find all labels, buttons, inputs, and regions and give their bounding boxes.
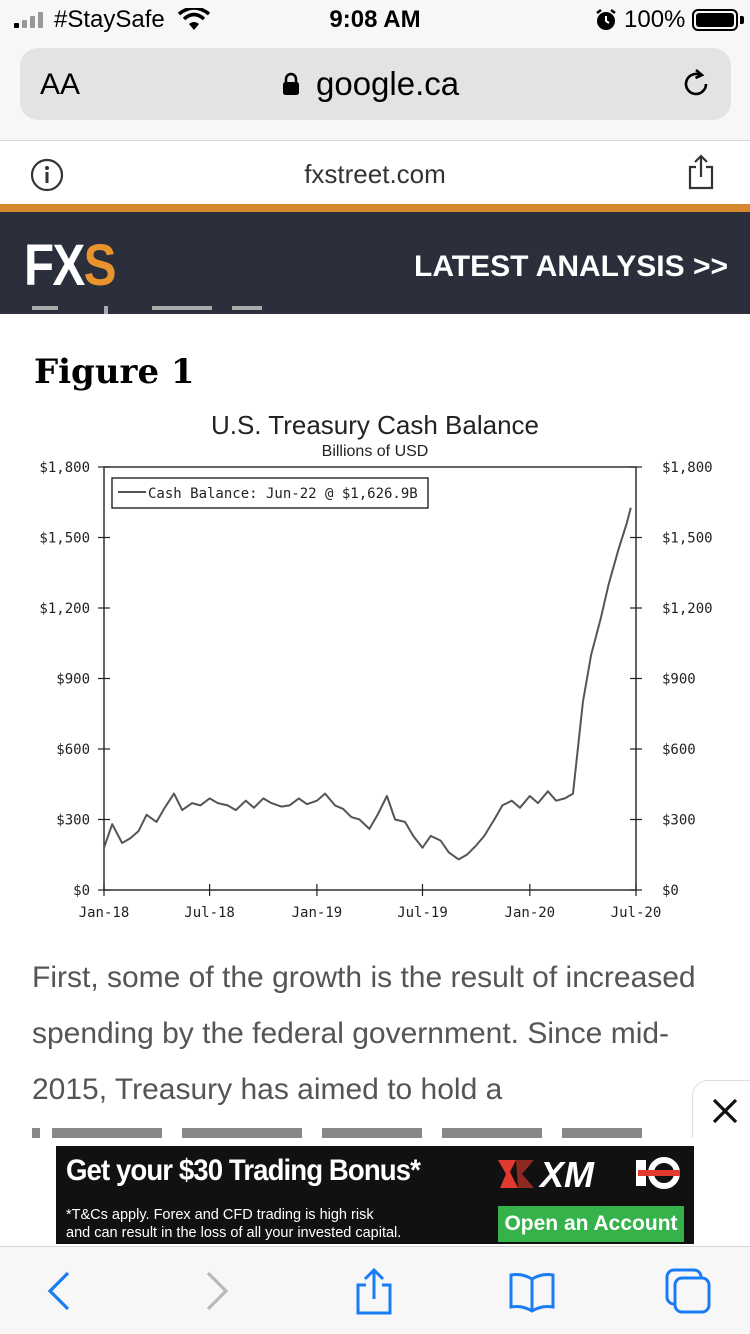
alarm-icon [596, 9, 616, 30]
site-header: FXS LATEST ANALYSIS >> [0, 204, 750, 314]
ad-disclaimer-line-1: *T&Cs apply. Forex and CFD trading is hi… [66, 1207, 374, 1223]
address-bar-area: AA google.ca [0, 40, 750, 140]
y-tick-label-right: $900 [662, 672, 696, 688]
figure-label: Figure 1 [34, 352, 195, 392]
y-tick-label-left: $1,800 [39, 460, 90, 476]
share-toolbar-icon[interactable] [350, 1267, 398, 1315]
chart-subtitle: Billions of USD [322, 443, 429, 460]
y-tick-label-left: $0 [73, 883, 90, 899]
ad-disclaimer: *T&Cs apply. Forex and CFD trading is hi… [66, 1206, 496, 1242]
close-icon [712, 1098, 738, 1124]
y-tick-label-right: $300 [662, 813, 696, 829]
article-body: First, some of the growth is the result … [32, 950, 722, 1118]
x-tick-label: Jan-19 [292, 905, 343, 921]
wifi-icon [178, 8, 210, 30]
ad-disclaimer-line-2: and can result in the loss of all your i… [66, 1225, 402, 1241]
chart-title: U.S. Treasury Cash Balance [211, 410, 539, 440]
share-icon[interactable] [686, 153, 716, 191]
battery-cap [740, 16, 744, 24]
x-tick-label: Jul-18 [184, 905, 235, 921]
info-icon[interactable] [30, 158, 64, 192]
address-bar[interactable]: AA google.ca [20, 48, 731, 120]
x-tick-label: Jan-20 [505, 905, 556, 921]
treasury-cash-chart: U.S. Treasury Cash Balance Billions of US… [39, 410, 713, 921]
latest-analysis-link[interactable]: LATEST ANALYSIS >> [414, 250, 728, 283]
tabs-icon[interactable] [664, 1267, 712, 1315]
anniversary-badge-icon [636, 1157, 680, 1189]
y-tick-label-left: $1,200 [39, 601, 90, 617]
forward-arrow-icon[interactable] [190, 1267, 238, 1315]
ad-banner[interactable]: Get your $30 Trading Bonus* *T&Cs apply.… [56, 1146, 694, 1244]
lock-icon [283, 72, 299, 95]
text-size-button[interactable]: AA [40, 68, 81, 101]
chart-legend [111, 477, 429, 509]
site-domain: fxstreet.com [304, 159, 446, 189]
y-tick-label-left: $600 [56, 742, 90, 758]
y-tick-label-left: $900 [56, 672, 90, 688]
y-tick-label-left: $300 [56, 813, 90, 829]
x-tick-label: Jul-20 [611, 905, 662, 921]
y-tick-label-right: $0 [662, 883, 679, 899]
reload-icon[interactable] [680, 68, 712, 100]
close-ad-button[interactable] [692, 1080, 750, 1140]
cut-off-text [32, 306, 262, 314]
carrier-name: #StaySafe [54, 6, 165, 33]
site-logo[interactable]: FXS [24, 233, 116, 298]
cut-off-line [32, 1128, 642, 1138]
x-tick-label: Jul-19 [397, 905, 448, 921]
legend-label: Cash Balance: Jun-22 @ $1,626.9B [148, 486, 418, 502]
signal-icon [14, 12, 43, 28]
y-tick-label-right: $600 [662, 742, 696, 758]
y-tick-label-right: $1,500 [662, 531, 713, 547]
xm-mark-icon [498, 1160, 534, 1188]
ad-brand-name: XM [540, 1154, 594, 1195]
battery-percent: 100% [624, 6, 686, 33]
open-account-button[interactable]: Open an Account [498, 1206, 684, 1242]
y-tick-label-right: $1,200 [662, 601, 713, 617]
browser-toolbar [0, 1246, 750, 1334]
y-tick-label-left: $1,500 [39, 531, 90, 547]
address-text[interactable]: google.ca [316, 65, 460, 102]
bookmarks-icon[interactable] [508, 1267, 556, 1315]
ad-headline: Get your $30 Trading Bonus* [66, 1154, 421, 1187]
article-paragraph: First, some of the growth is the result … [32, 961, 696, 1106]
back-arrow-icon[interactable] [38, 1267, 86, 1315]
ad-brand-logo: XM [496, 1154, 686, 1195]
y-tick-label-right: $1,800 [662, 460, 713, 476]
site-bar: fxstreet.com [0, 140, 750, 206]
ad-container: Get your $30 Trading Bonus* *T&Cs apply.… [0, 1138, 750, 1248]
cash-balance-line [103, 507, 632, 861]
status-bar: #StaySafe 9:08 AM 100% [0, 0, 750, 40]
battery-icon [692, 9, 738, 31]
clock-time: 9:08 AM [329, 6, 421, 33]
x-tick-label: Jan-18 [79, 905, 130, 921]
